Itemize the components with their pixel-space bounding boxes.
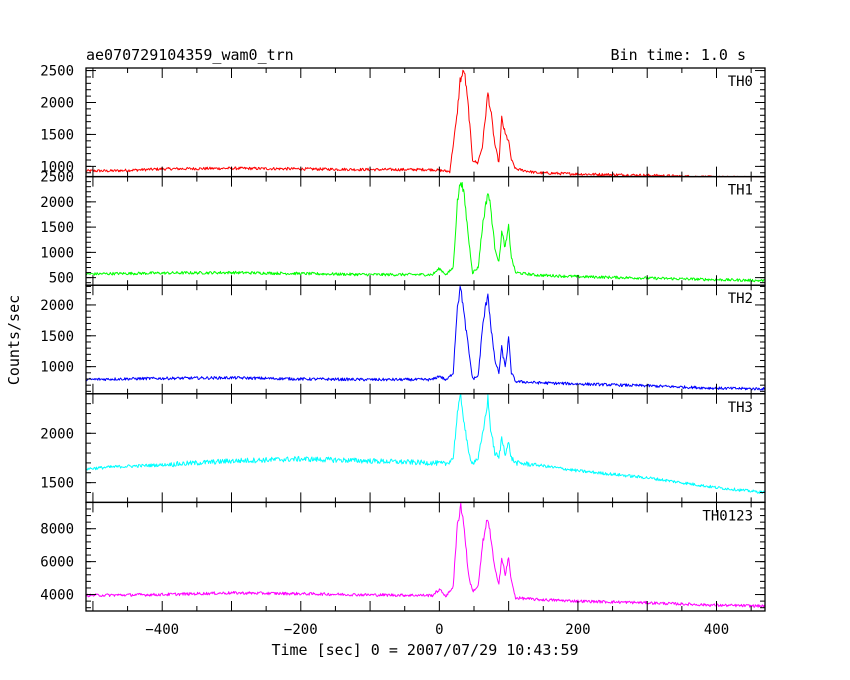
panel-th0123: TH0123 4000 6000 8000 <box>40 501 766 612</box>
y-tick-label-th1: 1500 <box>40 220 74 236</box>
panel-label-th0: TH0 <box>728 74 753 90</box>
bin-time-label: Bin time: 1.0 s <box>611 46 746 64</box>
chart-title: ae070729104359_wam0_trn <box>86 46 294 64</box>
y-tick-label-th1: 2500 <box>40 170 74 186</box>
y-tick-label-th1: 500 <box>49 271 74 287</box>
y-tick-label-th1: 1000 <box>40 245 74 261</box>
x-tick-label: −200 <box>284 622 318 638</box>
series-line-th3 <box>85 394 766 495</box>
y-tick-label-th0: 1500 <box>40 127 74 143</box>
y-tick-label-th0123: 6000 <box>40 555 74 571</box>
y-tick-label-th3: 1500 <box>40 476 74 492</box>
x-tick-label: −400 <box>145 622 179 638</box>
panel-label-th2: TH2 <box>728 291 753 307</box>
x-tick-label: 400 <box>704 622 729 638</box>
series-line-th1 <box>85 182 766 283</box>
y-tick-label-th0: 2500 <box>40 64 74 80</box>
y-tick-label-th3: 2000 <box>40 426 74 442</box>
panel-label-th3: TH3 <box>728 400 753 416</box>
panel-label-th1: TH1 <box>728 183 753 199</box>
y-tick-label-th1: 2000 <box>40 195 74 211</box>
panel-th2: TH2 1000 1500 2000 <box>40 284 766 395</box>
x-tick-label: 0 <box>435 622 443 638</box>
x-tick-label: 200 <box>565 622 590 638</box>
panel-frame-th0123 <box>85 501 766 612</box>
x-tick-labels: −400 −200 0 200 400 <box>145 622 729 638</box>
y-axis-label: Counts/sec <box>5 295 23 385</box>
y-tick-label-th2: 1500 <box>40 329 74 345</box>
y-tick-label-th0123: 8000 <box>40 522 74 538</box>
series-line-th0 <box>85 69 765 178</box>
panel-label-th0123: TH0123 <box>702 508 753 524</box>
y-tick-label-th0: 1000 <box>40 159 74 175</box>
y-tick-label-th2: 1000 <box>40 360 74 376</box>
series-line-th2 <box>85 285 766 391</box>
y-tick-label-th2: 2000 <box>40 298 74 314</box>
panels-group: TH0 1000 1500 2000 2500 TH1 500 1000 1500 2000 250… <box>40 64 766 612</box>
series-line-th0123 <box>85 502 766 608</box>
y-tick-label-th0: 2000 <box>40 95 74 111</box>
y-tick-label-th0123: 4000 <box>40 588 74 604</box>
x-axis-label: Time [sec] 0 = 2007/07/29 10:43:59 <box>271 641 578 659</box>
